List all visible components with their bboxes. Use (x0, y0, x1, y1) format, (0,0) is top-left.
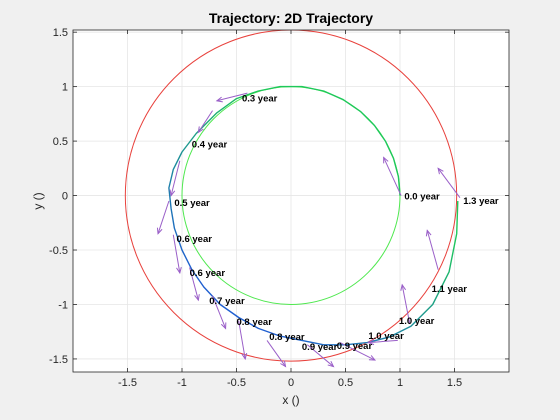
velocity-arrow (212, 295, 227, 330)
y-tick-label: 1.5 (53, 27, 68, 39)
annotations: 0.0 year 1.3 year 1.1 year 1.0 year 1.0 year… (174, 94, 499, 353)
arrow-shaft (401, 284, 411, 325)
arrow-head (220, 322, 227, 330)
arrow-head (400, 283, 407, 291)
x-tick-label: -1.5 (118, 377, 137, 389)
x-axis-label: x () (282, 393, 299, 407)
time-annotation: 0.8 year (269, 332, 305, 343)
arrow-head (156, 227, 163, 235)
chart-title: Trajectory: 2D Trajectory (209, 10, 373, 26)
arrow-shaft (266, 340, 286, 367)
y-tick-label: -1.5 (49, 354, 68, 366)
y-tick-label: -1 (58, 299, 68, 311)
arrow-shaft (426, 230, 439, 270)
time-annotation: 1.0 year (368, 331, 404, 342)
x-tick-label: 1.5 (447, 377, 462, 389)
arrow-shaft (339, 342, 376, 361)
arrow-head (368, 355, 377, 361)
arrow-shaft (383, 157, 402, 196)
time-annotation: 0.3 year (242, 94, 278, 105)
arrow-head (194, 294, 200, 302)
arrow-shaft (307, 344, 334, 367)
time-annotation: 1.1 year (432, 284, 468, 295)
velocity-arrow (197, 110, 213, 134)
y-tick-label: -0.5 (49, 245, 68, 257)
time-annotation: 0.0 year (404, 192, 440, 203)
arrow-head (327, 360, 335, 368)
ticks: -1.5 -1 -0.5 0 0.5 1 1.5 -1.5 -1 -0.5 0 0.5 1 1.5 (49, 27, 509, 389)
velocity-arrow (156, 200, 170, 235)
arrow-head (169, 189, 176, 197)
x-tick-label: 1 (397, 377, 403, 389)
velocity-arrow (383, 156, 402, 196)
time-annotation: 0.8 year (237, 317, 273, 328)
arrow-head (383, 156, 389, 164)
y-tick-label: 0 (62, 191, 68, 203)
arrow-head (176, 266, 182, 275)
velocity-arrow (189, 267, 200, 302)
arrow-shaft (197, 110, 213, 133)
arrow-shaft (157, 200, 170, 234)
velocity-arrow (400, 283, 411, 325)
arrow-head (437, 167, 444, 175)
velocity-arrow (307, 344, 335, 368)
velocity-arrow (425, 229, 439, 270)
time-annotation: 0.6 year (177, 234, 213, 245)
time-annotation: 0.6 year (190, 268, 226, 279)
outer-circle (124, 30, 458, 362)
time-annotation: 1.0 year (399, 316, 435, 327)
time-annotation: 0.7 year (209, 296, 245, 307)
arrow-shaft (216, 92, 248, 102)
velocity-arrow (367, 339, 398, 346)
velocity-arrow (437, 167, 461, 199)
arrow-shaft (170, 160, 181, 196)
arrow-shaft (189, 267, 199, 301)
x-tick-label: 0.5 (338, 377, 353, 389)
x-tick-label: -1 (177, 377, 187, 389)
arrow-head (197, 126, 204, 134)
y-axis-label: y () (31, 192, 45, 209)
arrow-shaft (238, 320, 246, 360)
velocity-arrow (215, 92, 248, 103)
arrow-head (215, 96, 223, 103)
x-tick-label: 0 (288, 377, 294, 389)
arrow-shaft (368, 339, 398, 344)
y-tick-label: 1 (62, 82, 68, 94)
arrow-head (425, 229, 432, 237)
time-annotation: 0.5 year (174, 198, 210, 209)
time-annotation: 0.9 year (337, 341, 373, 352)
plot-area (124, 30, 461, 368)
velocity-arrow (339, 342, 377, 361)
velocity-arrow (266, 340, 287, 368)
time-annotation: 0.4 year (192, 139, 228, 150)
velocity-arrow (169, 160, 181, 197)
arrow-head (241, 352, 248, 361)
time-annotation: 0.9 year (302, 342, 338, 353)
arrow-head (280, 360, 287, 368)
time-annotation: 1.3 year (463, 196, 499, 207)
arrow-shaft (437, 168, 461, 199)
x-tick-label: -0.5 (227, 377, 246, 389)
y-tick-label: 0.5 (53, 136, 68, 148)
arrow-head (367, 339, 375, 346)
velocity-arrow (172, 234, 182, 275)
velocity-arrow (238, 320, 248, 361)
arrow-shaft (212, 295, 227, 329)
arrow-shaft (172, 234, 181, 273)
